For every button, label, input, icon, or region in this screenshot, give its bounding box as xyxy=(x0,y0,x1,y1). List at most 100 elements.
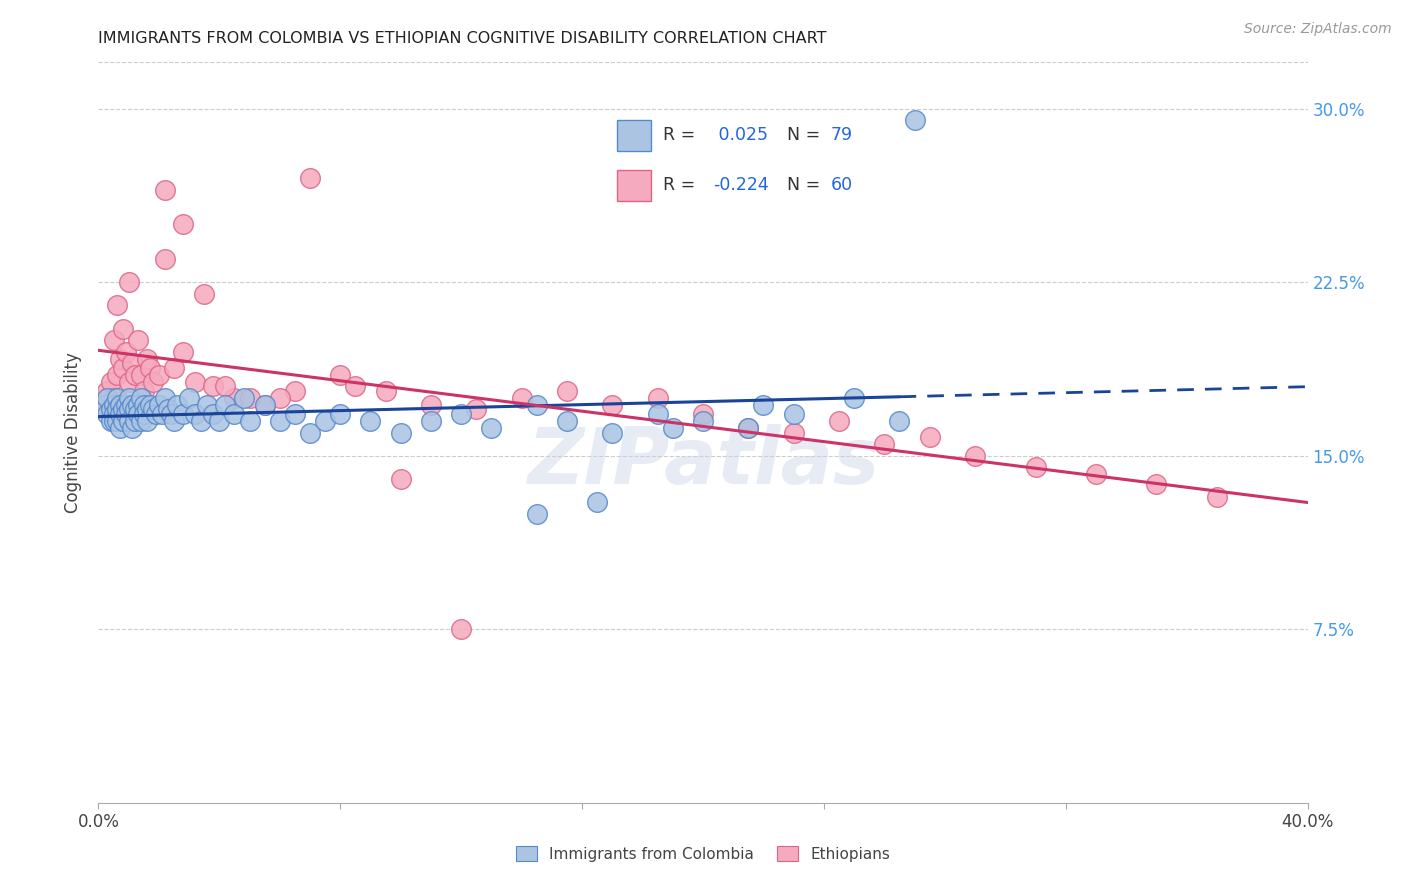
Point xyxy=(329,407,352,421)
Point xyxy=(647,407,669,421)
Point xyxy=(904,113,927,128)
Point xyxy=(360,414,382,428)
Point xyxy=(148,368,170,382)
Point xyxy=(193,286,215,301)
Point xyxy=(132,398,155,412)
Point xyxy=(142,375,165,389)
Point xyxy=(253,398,276,412)
Point xyxy=(132,384,155,398)
Point xyxy=(103,333,125,347)
Point xyxy=(299,425,322,440)
Point xyxy=(142,402,165,417)
Point xyxy=(153,183,176,197)
Point xyxy=(1144,476,1167,491)
Point xyxy=(163,414,186,428)
Text: N =: N = xyxy=(787,126,825,144)
Point xyxy=(114,344,136,359)
Point xyxy=(127,398,149,412)
Point xyxy=(96,391,118,405)
Legend: Immigrants from Colombia, Ethiopians: Immigrants from Colombia, Ethiopians xyxy=(508,838,898,869)
Point xyxy=(526,398,548,412)
Point xyxy=(121,421,143,435)
Point xyxy=(108,398,131,412)
Point xyxy=(344,379,367,393)
Point xyxy=(692,407,714,421)
Point xyxy=(124,368,146,382)
Point xyxy=(96,384,118,398)
Point xyxy=(389,472,412,486)
Point xyxy=(389,425,412,440)
Point xyxy=(108,407,131,421)
Point xyxy=(105,368,128,382)
Point xyxy=(121,398,143,412)
Point xyxy=(150,407,173,421)
Text: N =: N = xyxy=(787,176,825,194)
Point xyxy=(127,333,149,347)
Point xyxy=(190,414,212,428)
Point xyxy=(269,391,291,405)
Point xyxy=(828,414,851,428)
Point xyxy=(889,414,911,428)
Point xyxy=(184,375,207,389)
FancyBboxPatch shape xyxy=(617,170,651,201)
Point xyxy=(118,402,141,417)
Point xyxy=(103,414,125,428)
Point xyxy=(510,391,533,405)
Point xyxy=(232,391,254,405)
Point xyxy=(844,391,866,405)
Point xyxy=(111,360,134,375)
Point xyxy=(145,407,167,421)
Point xyxy=(737,421,759,435)
Point xyxy=(118,275,141,289)
Point xyxy=(139,398,162,412)
Point xyxy=(100,375,122,389)
Point xyxy=(555,384,578,398)
Point xyxy=(450,622,472,636)
Point xyxy=(153,391,176,405)
Point xyxy=(135,414,157,428)
Point xyxy=(129,391,152,405)
Point xyxy=(93,398,115,412)
Point xyxy=(602,425,624,440)
Point xyxy=(269,414,291,428)
Point xyxy=(202,407,225,421)
Point xyxy=(195,398,218,412)
Point xyxy=(555,414,578,428)
Point xyxy=(172,407,194,421)
Point xyxy=(153,252,176,266)
Point xyxy=(284,384,307,398)
Point xyxy=(166,398,188,412)
Point xyxy=(239,414,262,428)
Point xyxy=(118,414,141,428)
Point xyxy=(96,407,118,421)
Point xyxy=(783,407,806,421)
Point xyxy=(103,398,125,412)
Point xyxy=(737,421,759,435)
Point xyxy=(103,407,125,421)
Point xyxy=(184,407,207,421)
Point xyxy=(965,449,987,463)
Point xyxy=(1024,460,1046,475)
Point xyxy=(918,430,941,444)
Point xyxy=(172,344,194,359)
Point xyxy=(214,379,236,393)
Point xyxy=(420,414,443,428)
Point xyxy=(329,368,352,382)
Point xyxy=(420,398,443,412)
Point xyxy=(135,402,157,417)
Point xyxy=(602,398,624,412)
Text: 0.025: 0.025 xyxy=(713,126,768,144)
FancyBboxPatch shape xyxy=(617,120,651,151)
Text: R =: R = xyxy=(664,126,702,144)
Point xyxy=(93,398,115,412)
Point xyxy=(450,407,472,421)
Point xyxy=(374,384,396,398)
Point xyxy=(105,402,128,417)
Point xyxy=(111,414,134,428)
Point xyxy=(148,398,170,412)
Point xyxy=(299,171,322,186)
Point xyxy=(139,360,162,375)
Point xyxy=(124,402,146,417)
Text: 60: 60 xyxy=(831,176,852,194)
Point xyxy=(783,425,806,440)
